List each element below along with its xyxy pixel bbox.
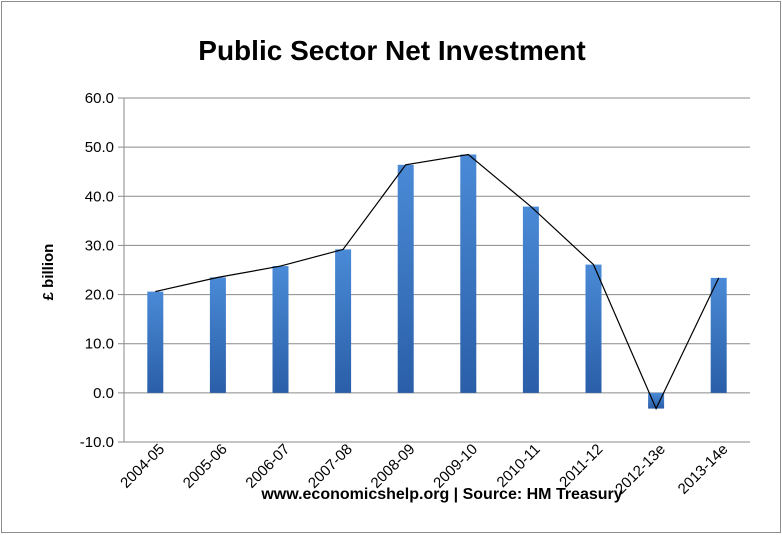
x-tick-label: 2006-07: [242, 441, 293, 492]
bar-2012-13e: [648, 392, 665, 409]
bar-2006-07: [272, 266, 289, 393]
x-tick-label: 2013-14e: [675, 441, 732, 498]
x-axis-label: www.economicshelp.org | Source: HM Treas…: [260, 486, 622, 503]
x-tick-label: 2009-10: [430, 441, 481, 492]
y-tick-label: 60.0: [85, 90, 114, 107]
y-tick-label: 40.0: [85, 188, 114, 205]
series-line: [155, 153, 720, 411]
y-axis-label: £ billion: [40, 244, 57, 301]
bar-2010-11: [522, 206, 539, 393]
x-tick-label: 2005-06: [180, 441, 231, 492]
y-tick-label: 10.0: [85, 336, 114, 353]
y-tick-label: 50.0: [85, 139, 114, 156]
y-tick-label: -10.0: [80, 434, 114, 451]
x-tick-label: 2004-05: [117, 441, 168, 492]
bar-series: [147, 154, 727, 409]
x-tick-label: 2011-12: [556, 441, 606, 491]
y-axis-ticks: -10.0 0.0 10.0 20.0 30.0 40.0 50.0 60.0: [80, 90, 114, 451]
bar-2009-10: [460, 154, 477, 393]
overlay-line: [155, 153, 720, 411]
bar-2008-09: [397, 164, 414, 393]
y-tick-label: 30.0: [85, 237, 114, 254]
bar-2013-14e: [710, 277, 727, 393]
x-tick-label: 2008-09: [368, 441, 419, 492]
y-tick-label: 0.0: [93, 385, 114, 402]
x-tick-label: 2007-08: [305, 441, 356, 492]
bar-2011-12: [585, 264, 602, 393]
bar-2007-08: [335, 249, 352, 393]
chart-title: Public Sector Net Investment: [198, 35, 585, 66]
y-tick-label: 20.0: [85, 287, 114, 304]
x-tick-label: 2010-11: [494, 441, 544, 491]
bar-2004-05: [147, 291, 164, 393]
grid-lines: [118, 97, 750, 443]
bar-2005-06: [209, 277, 226, 393]
